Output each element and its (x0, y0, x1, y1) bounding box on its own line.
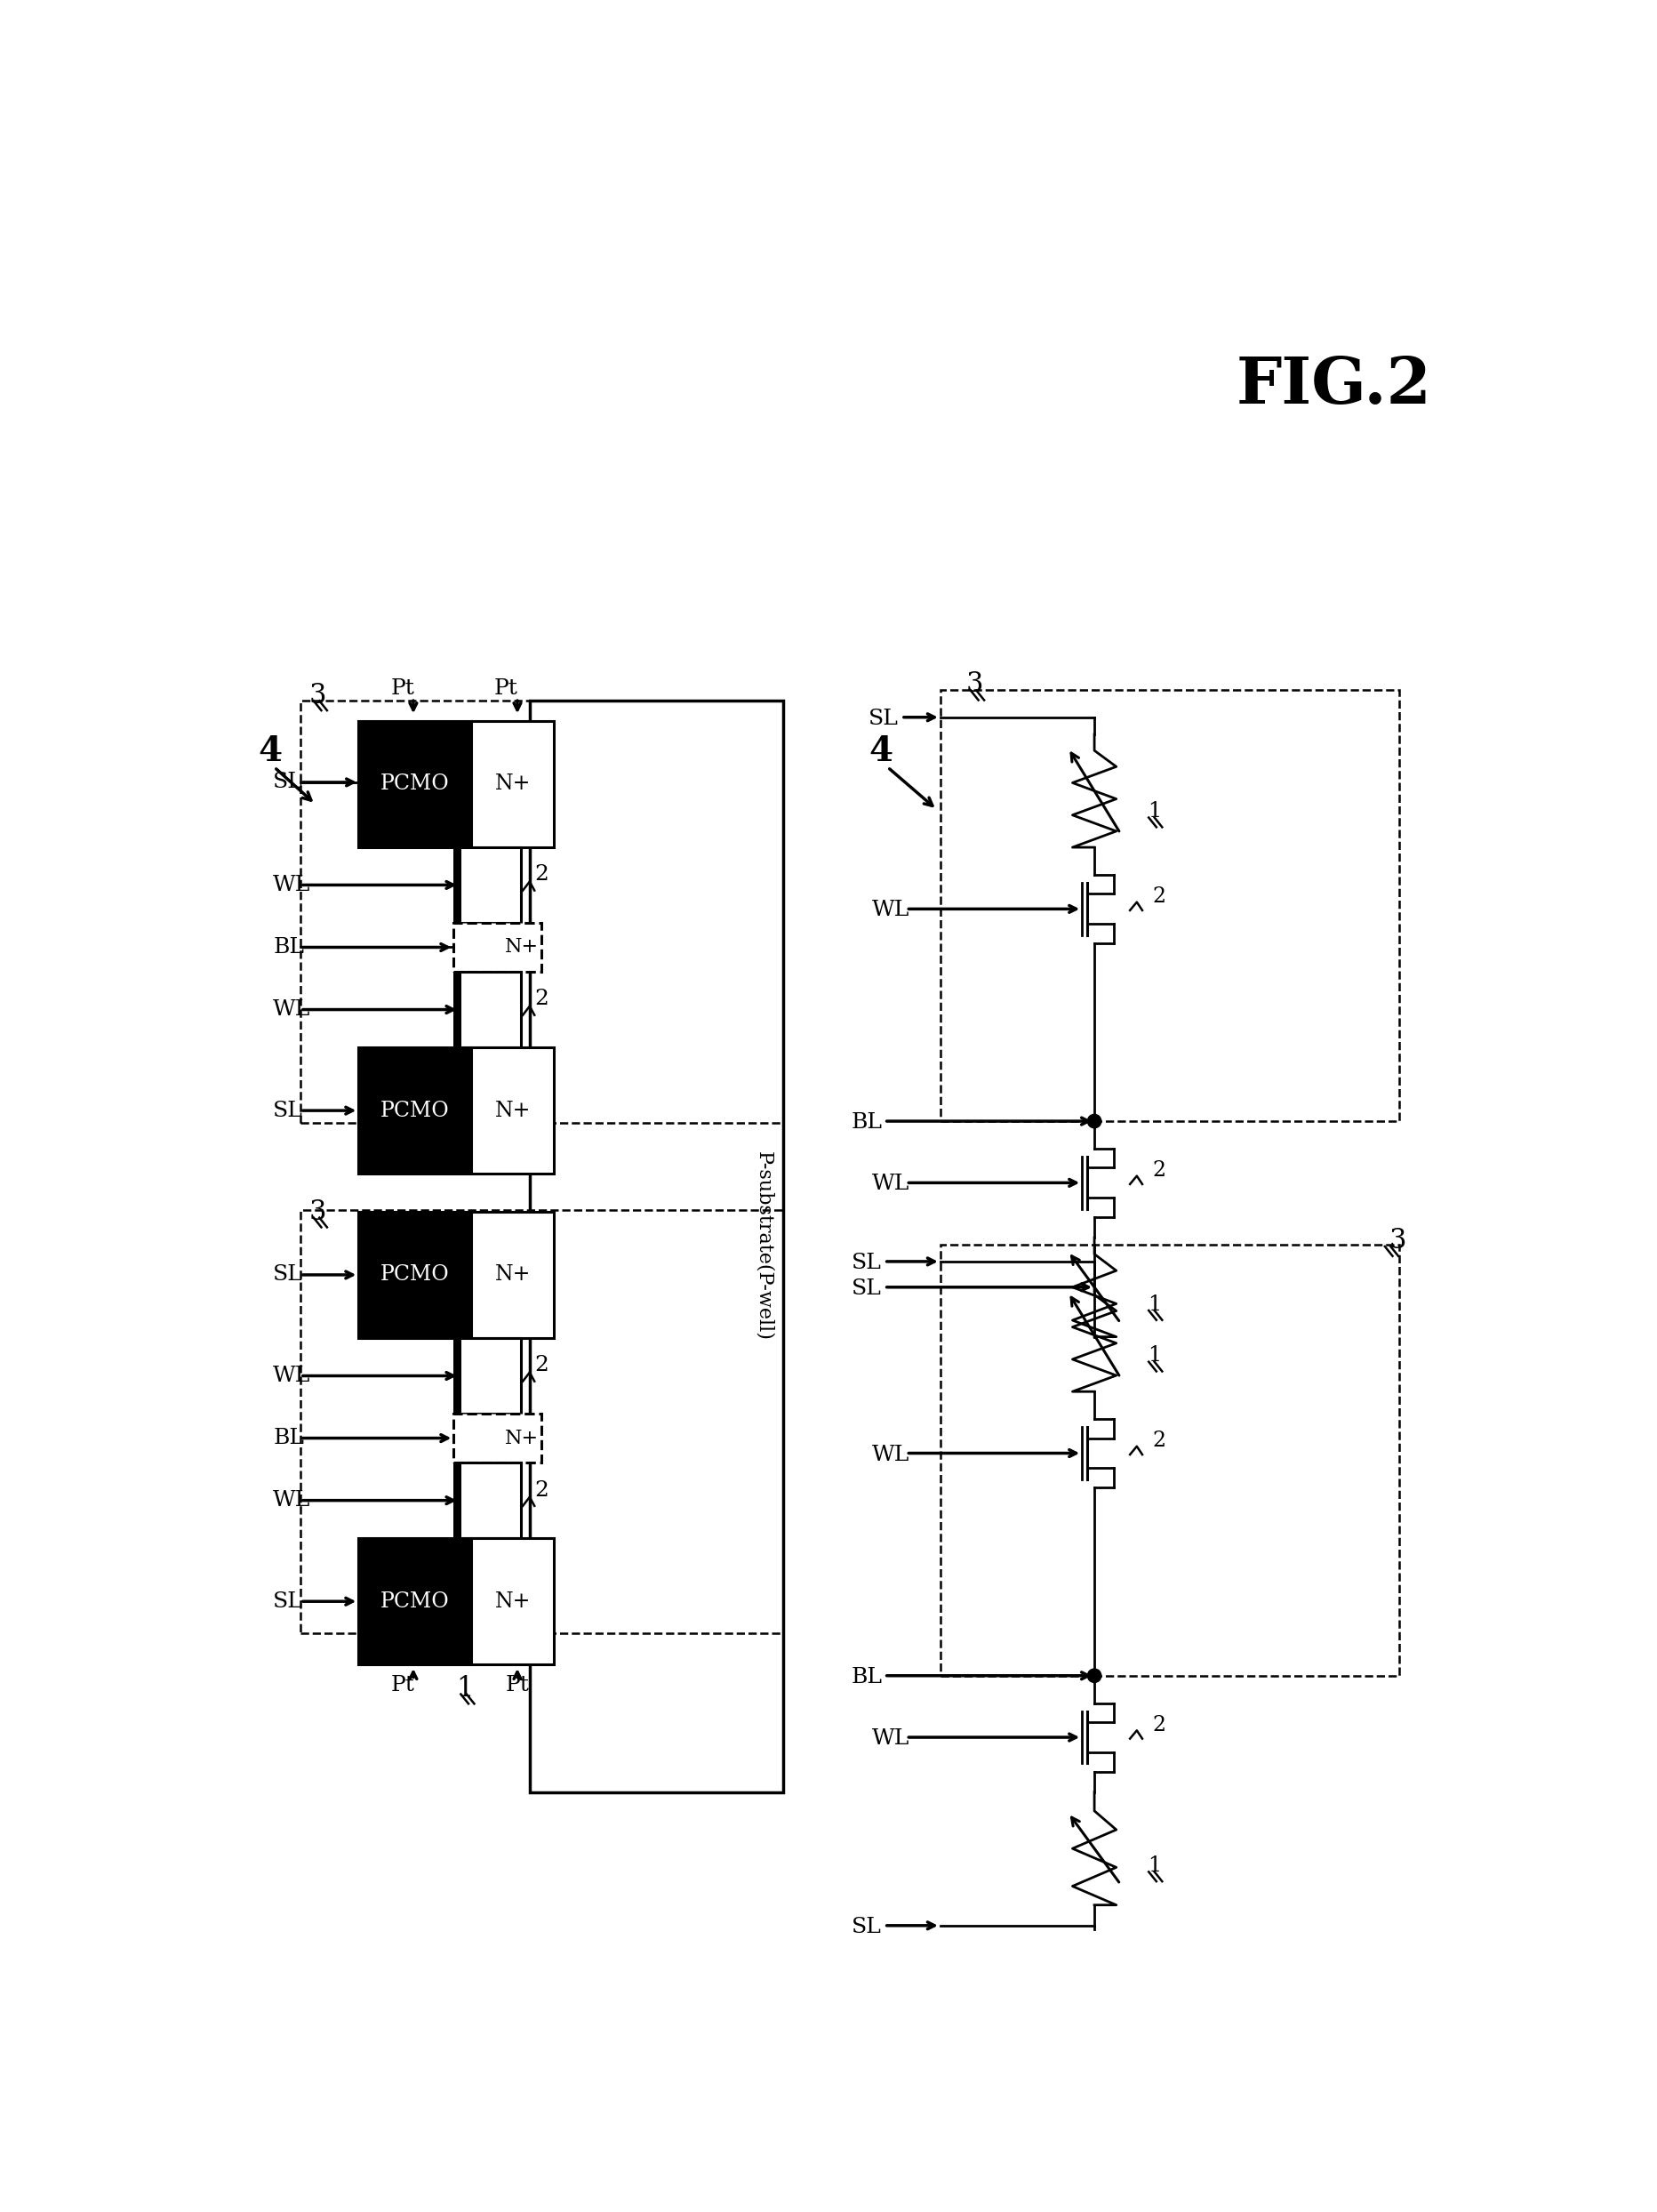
Text: WL: WL (273, 1491, 310, 1511)
Bar (459, 1462, 520, 1537)
Bar (940, 690, 1399, 1121)
Bar (454, 1413, 542, 1462)
Text: 1: 1 (1147, 1856, 1160, 1876)
Text: 2: 2 (1152, 887, 1165, 907)
Text: 3: 3 (308, 681, 326, 710)
Text: Pt: Pt (494, 679, 517, 699)
Text: SL: SL (273, 1265, 303, 1285)
Bar (454, 1338, 459, 1413)
Bar (358, 721, 471, 847)
Text: PCMO: PCMO (379, 774, 449, 794)
Text: WL: WL (273, 874, 310, 896)
Bar (459, 971, 520, 1046)
Text: SL: SL (273, 1590, 303, 1613)
Bar (529, 701, 782, 1792)
Text: WL: WL (872, 900, 910, 920)
Text: SL: SL (273, 772, 303, 792)
Text: 2: 2 (534, 1356, 548, 1376)
Bar (471, 1046, 553, 1175)
Text: P-substrate(P-well): P-substrate(P-well) (754, 1152, 774, 1340)
Bar (358, 1046, 471, 1175)
Circle shape (1087, 1668, 1100, 1683)
Text: 1: 1 (456, 1674, 472, 1703)
Text: WL: WL (872, 1728, 910, 1750)
Text: 1: 1 (1147, 1294, 1160, 1314)
Text: 3: 3 (966, 670, 983, 699)
Text: 2: 2 (534, 989, 548, 1009)
Bar (358, 1212, 471, 1338)
Bar (454, 922, 542, 971)
Text: SL: SL (852, 1916, 882, 1938)
Bar (300, 1210, 782, 1632)
Text: WL: WL (273, 1365, 310, 1387)
Bar (454, 1462, 459, 1537)
Text: FIG.2: FIG.2 (1236, 354, 1432, 416)
Text: 3: 3 (1389, 1228, 1405, 1254)
Bar (471, 721, 553, 847)
Bar (940, 1245, 1399, 1677)
Text: SL: SL (852, 1252, 882, 1274)
Text: 4: 4 (258, 734, 282, 768)
Text: N+: N+ (505, 938, 539, 958)
Bar (358, 1537, 471, 1666)
Text: WL: WL (273, 1000, 310, 1020)
Text: 2: 2 (1152, 1161, 1165, 1181)
Text: BL: BL (852, 1113, 882, 1133)
Text: Pt: Pt (391, 679, 414, 699)
Text: 2: 2 (1152, 1431, 1165, 1451)
Text: BL: BL (273, 1429, 303, 1449)
Bar (459, 1338, 520, 1413)
Bar (454, 971, 459, 1046)
Bar (459, 847, 520, 922)
Text: 2: 2 (534, 1480, 548, 1500)
Text: BL: BL (852, 1668, 882, 1688)
Text: Pt: Pt (505, 1674, 529, 1694)
Bar (471, 1537, 553, 1666)
Text: SL: SL (868, 708, 898, 730)
Text: WL: WL (872, 1175, 910, 1194)
Bar (300, 701, 782, 1124)
Bar (471, 1212, 553, 1338)
Text: N+: N+ (494, 774, 530, 794)
Text: SL: SL (852, 1279, 882, 1298)
Text: 3: 3 (308, 1199, 326, 1225)
Text: N+: N+ (494, 1099, 530, 1121)
Text: PCMO: PCMO (379, 1265, 449, 1285)
Text: 2: 2 (534, 865, 548, 885)
Text: WL: WL (872, 1444, 910, 1464)
Text: N+: N+ (494, 1590, 530, 1613)
Text: 1: 1 (1147, 801, 1160, 821)
Text: Pt: Pt (391, 1674, 414, 1694)
Text: N+: N+ (494, 1265, 530, 1285)
Text: PCMO: PCMO (379, 1590, 449, 1613)
Circle shape (1087, 1115, 1100, 1128)
Text: PCMO: PCMO (379, 1099, 449, 1121)
Text: 2: 2 (1152, 1714, 1165, 1734)
Text: 1: 1 (1147, 1345, 1160, 1365)
Text: BL: BL (273, 938, 303, 958)
Text: N+: N+ (505, 1429, 539, 1449)
Text: 4: 4 (868, 734, 891, 768)
Text: SL: SL (273, 1099, 303, 1121)
Bar (454, 847, 459, 922)
